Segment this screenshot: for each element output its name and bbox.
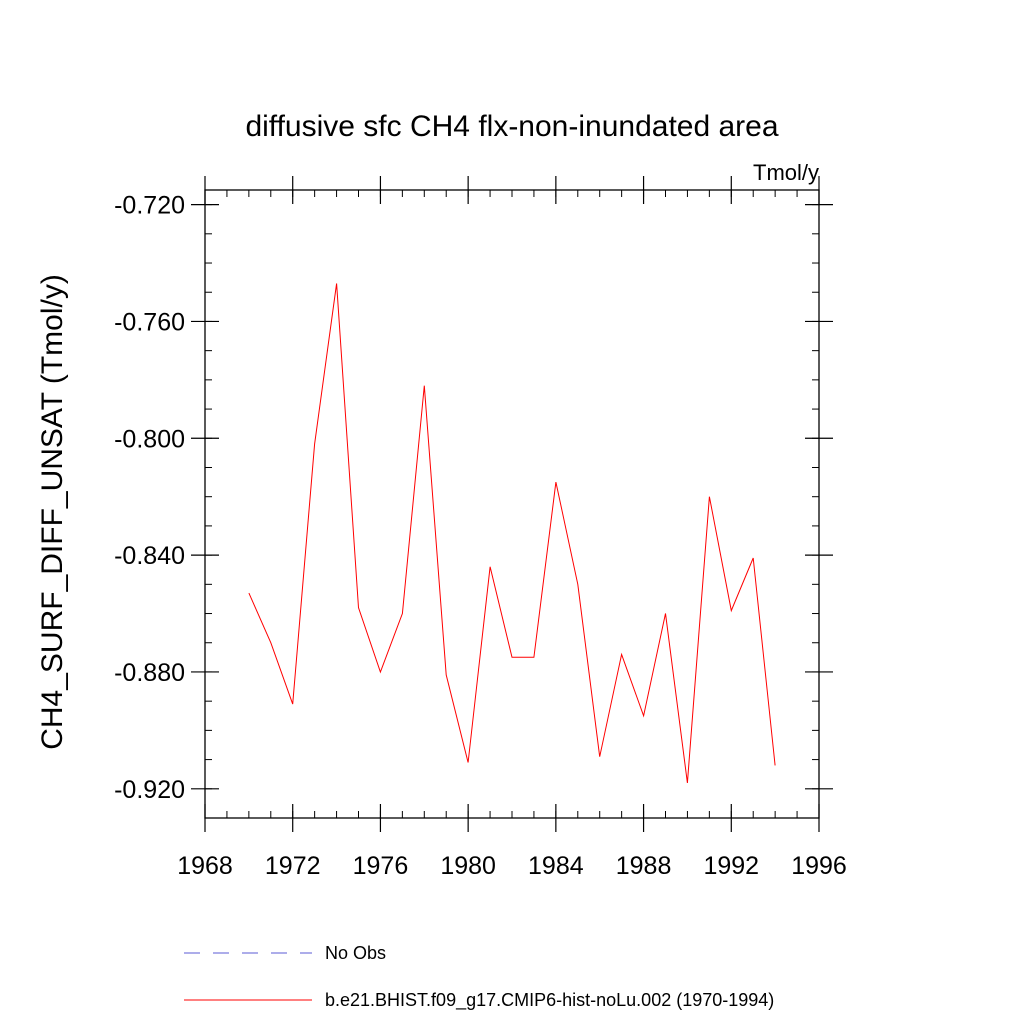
- x-tick-label: 1976: [353, 852, 409, 880]
- y-tick-label: -0.720: [114, 192, 185, 220]
- x-tick-label: 1988: [616, 852, 672, 880]
- y-tick-label: -0.800: [114, 425, 185, 453]
- x-tick-label: 1992: [703, 852, 759, 880]
- x-tick-label: 1996: [791, 852, 847, 880]
- series-layer: [248, 283, 776, 783]
- y-axis: -0.720 -0.760 -0.800 -0.840 -0.880 -0.920: [114, 192, 833, 804]
- y-tick-label: -0.760: [114, 308, 185, 336]
- x-axis: 1968 1972 1976 1980 1984 1988 1992 1996: [177, 176, 847, 880]
- y-axis-label: CH4_SURF_DIFF_UNSAT (Tmol/y): [36, 274, 69, 750]
- series-line: [248, 283, 776, 783]
- y-tick-label: -0.880: [114, 659, 185, 687]
- y-tick-label: -0.840: [114, 542, 185, 570]
- chart-title: diffusive sfc CH4 flx-non-inundated area: [245, 110, 778, 143]
- legend: No Obs b.e21.BHIST.f09_g17.CMIP6-hist-no…: [184, 943, 774, 1011]
- x-tick-label: 1980: [440, 852, 496, 880]
- plot-frame: [204, 189, 820, 819]
- units-label: Tmol/y: [753, 160, 819, 185]
- legend-label-model-run: b.e21.BHIST.f09_g17.CMIP6-hist-noLu.002 …: [325, 990, 774, 1011]
- x-tick-label: 1968: [177, 852, 233, 880]
- x-tick-label: 1984: [528, 852, 584, 880]
- legend-label-no-obs: No Obs: [325, 943, 386, 963]
- y-tick-label: -0.920: [114, 776, 185, 804]
- x-tick-label: 1972: [265, 852, 321, 880]
